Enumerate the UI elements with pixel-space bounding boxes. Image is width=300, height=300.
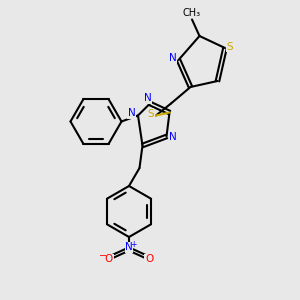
Text: N: N	[128, 108, 135, 118]
Text: S: S	[147, 109, 154, 119]
Text: N: N	[169, 132, 177, 142]
Text: O: O	[105, 254, 113, 265]
Text: CH₃: CH₃	[183, 8, 201, 18]
Text: N: N	[144, 93, 152, 103]
Text: S: S	[226, 41, 233, 52]
Text: −: −	[99, 251, 108, 262]
Text: +: +	[130, 240, 137, 249]
Text: N: N	[125, 242, 133, 253]
Text: N: N	[169, 53, 177, 64]
Text: O: O	[145, 254, 153, 265]
